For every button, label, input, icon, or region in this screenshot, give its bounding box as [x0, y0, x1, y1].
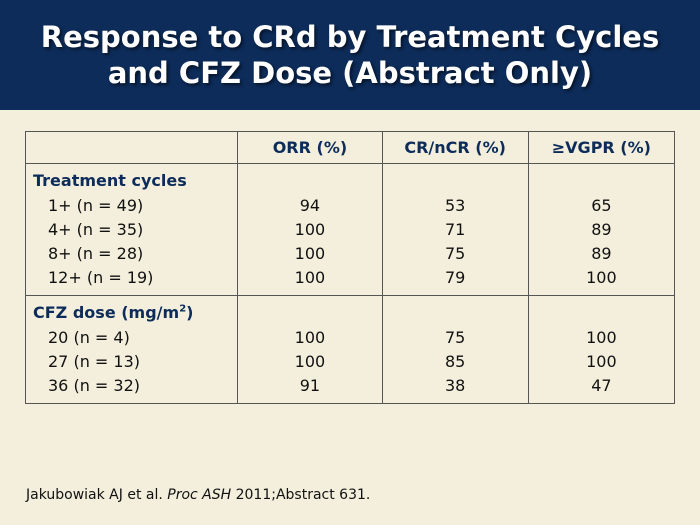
cell-vgpr: 100: [527, 265, 676, 289]
response-table: ORR (%) CR/nCR (%) ≥VGPR (%) Treatment c…: [24, 131, 676, 404]
group-heading-row: CFZ dose (mg/m2): [24, 295, 676, 325]
group-heading-row: Treatment cycles: [24, 163, 676, 193]
table-row: 1+ (n = 49) 94 53 65: [24, 193, 676, 217]
column-header-vgpr: ≥VGPR (%): [527, 131, 676, 164]
citation-details: 2011;Abstract 631.: [231, 487, 371, 503]
cell-cr-ncr: 75: [381, 241, 529, 265]
group-heading-cfz-dose: CFZ dose (mg/m2): [24, 295, 239, 325]
column-header-cr-ncr: CR/nCR (%): [381, 131, 529, 164]
row-label: 27 (n = 13): [24, 349, 239, 373]
cell-orr: 91: [237, 373, 383, 397]
slide-title-line-1: Response to CRd by Treatment Cycles: [40, 20, 660, 54]
cell-cr-ncr: 79: [381, 265, 529, 289]
cell-cr-ncr: 75: [381, 325, 529, 349]
table-row: 36 (n = 32) 91 38 47: [24, 373, 676, 397]
cell-vgpr: 65: [527, 193, 676, 217]
row-label: 1+ (n = 49): [24, 193, 239, 217]
column-header-orr: ORR (%): [237, 131, 383, 164]
cell-orr: 100: [237, 325, 383, 349]
table-row: 8+ (n = 28) 100 75 89: [24, 241, 676, 265]
cell-cr-ncr: 53: [381, 193, 529, 217]
row-label: 20 (n = 4): [24, 325, 239, 349]
table-row: 20 (n = 4) 100 75 100: [24, 325, 676, 349]
cell-orr: 100: [237, 241, 383, 265]
cell-orr: 100: [237, 217, 383, 241]
citation: Jakubowiak AJ et al. Proc ASH 2011;Abstr…: [26, 487, 370, 503]
row-label: 36 (n = 32): [24, 373, 239, 397]
slide-title: Response to CRd by Treatment Cycles and …: [0, 0, 700, 110]
cell-cr-ncr: 85: [381, 349, 529, 373]
cell-orr: 100: [237, 349, 383, 373]
cell-cr-ncr: 38: [381, 373, 529, 397]
row-label: 4+ (n = 35): [24, 217, 239, 241]
cell-orr: 94: [237, 193, 383, 217]
column-header-blank: [24, 131, 239, 164]
cell-vgpr: 47: [527, 373, 676, 397]
cell-vgpr: 100: [527, 325, 676, 349]
group-heading-treatment-cycles: Treatment cycles: [24, 163, 239, 193]
table-row: 4+ (n = 35) 100 71 89: [24, 217, 676, 241]
superscript: 2: [179, 303, 187, 315]
cell-cr-ncr: 71: [381, 217, 529, 241]
cell-vgpr: 89: [527, 241, 676, 265]
table-row: 12+ (n = 19) 100 79 100: [24, 265, 676, 289]
row-label: 12+ (n = 19): [24, 265, 239, 289]
citation-journal: Proc ASH: [167, 487, 232, 503]
cell-vgpr: 100: [527, 349, 676, 373]
citation-authors: Jakubowiak AJ et al.: [26, 487, 168, 503]
row-label: 8+ (n = 28): [24, 241, 239, 265]
table-row: 27 (n = 13) 100 85 100: [24, 349, 676, 373]
cell-orr: 100: [237, 265, 383, 289]
table-header-row: ORR (%) CR/nCR (%) ≥VGPR (%): [24, 131, 676, 164]
slide-title-line-2: and CFZ Dose (Abstract Only): [107, 56, 593, 90]
cell-vgpr: 89: [527, 217, 676, 241]
